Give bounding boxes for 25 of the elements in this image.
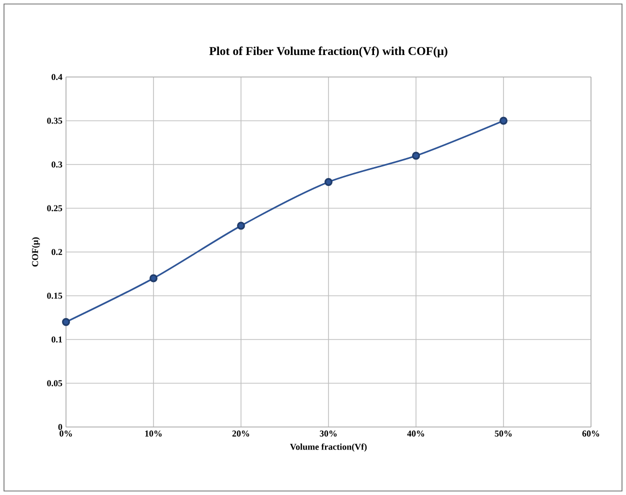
x-tick-label: 20% (232, 430, 250, 437)
y-tick-label: 0.25 (47, 205, 62, 212)
y-axis-title: COF(μ) (32, 237, 40, 267)
point (237, 222, 245, 230)
point (412, 152, 420, 160)
x-tick-label: 60% (582, 430, 600, 437)
y-tick-label: 0.2 (52, 248, 62, 256)
x-tick-label: 50% (494, 430, 512, 437)
x-tick-label: 0% (60, 430, 72, 437)
point (150, 274, 158, 282)
y-tick-label: 0.1 (52, 336, 62, 343)
x-axis-title: Volume fraction(Vf) (290, 443, 367, 452)
point (500, 116, 508, 125)
y-tick-label: 0.35 (47, 118, 62, 124)
y-tick-label: 0.4 (52, 74, 62, 80)
x-tick-label: 40% (407, 430, 424, 437)
x-tick-label: 30% (320, 430, 337, 437)
y-tick-label: 0.3 (52, 161, 62, 168)
chart-title: Plot of Fiber Volume fraction(Vf) with COF(μ) (209, 46, 448, 58)
y-tick-label: 0.05 (47, 380, 62, 386)
point (62, 318, 70, 326)
point (324, 178, 332, 186)
y-tick-label: 0 (58, 424, 62, 430)
y-tick-label: 0.15 (47, 292, 62, 299)
x-tick-label: 10% (145, 430, 162, 437)
